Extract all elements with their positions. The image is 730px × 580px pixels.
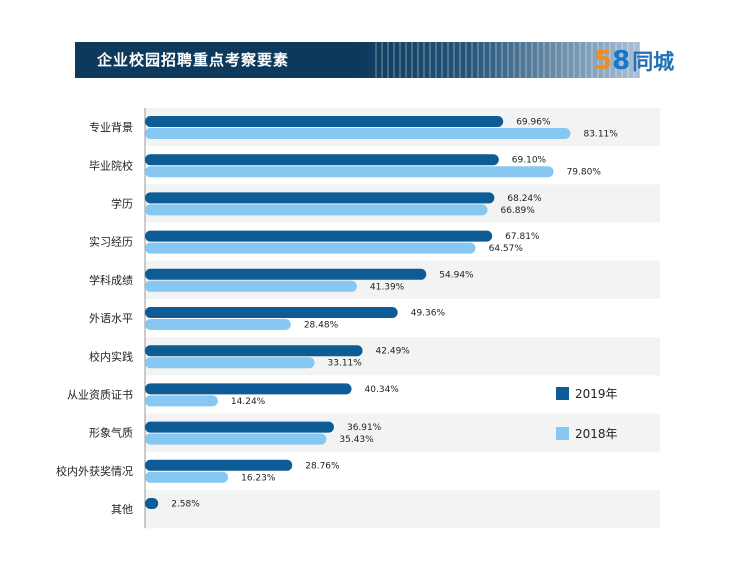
category-labels: 专业背景毕业院校学历实习经历学科成绩外语水平校内实践从业资质证书形象气质校内外获… — [56, 120, 133, 516]
row-background — [145, 299, 660, 338]
bar-series-2 — [145, 204, 488, 216]
bar-series-2 — [145, 166, 554, 178]
banner-stripes — [375, 42, 640, 78]
bar-series-2 — [145, 319, 291, 330]
bar-series-1 — [145, 192, 495, 204]
logo-name: 同城 — [632, 50, 675, 74]
legend: 2019年 2018年 — [556, 387, 618, 441]
bar-series-1 — [145, 116, 504, 127]
row-background — [145, 451, 660, 490]
bar-series-1 — [145, 268, 427, 280]
value-label: 35.43% — [339, 435, 374, 445]
bar-series-1 — [145, 345, 363, 357]
bar-series-1 — [145, 459, 293, 471]
brand-logo: 58同城 — [594, 44, 674, 78]
row-background — [145, 108, 660, 147]
value-label: 28.48% — [304, 321, 339, 331]
value-label: 28.76% — [305, 461, 340, 471]
value-label: 2.58% — [171, 500, 200, 510]
value-label: 64.57% — [489, 244, 524, 254]
category-label: 学历 — [111, 197, 133, 211]
category-label: 实习经历 — [89, 235, 133, 249]
value-label: 42.49% — [376, 347, 411, 357]
value-label: 69.10% — [512, 156, 547, 166]
value-label: 40.34% — [365, 385, 400, 395]
value-label: 83.11% — [584, 130, 619, 140]
row-background — [145, 146, 660, 185]
row-background — [145, 222, 660, 261]
category-label: 外语水平 — [89, 312, 133, 325]
bar-series-2 — [145, 357, 315, 369]
row-background — [145, 260, 660, 299]
bar-series-2 — [145, 280, 357, 292]
value-label: 41.39% — [370, 282, 405, 292]
bar-series-2 — [145, 242, 476, 254]
bar-marks — [145, 116, 571, 509]
category-label: 从业资质证书 — [67, 389, 133, 402]
bar-series-1 — [145, 421, 334, 433]
category-label: 校内外获奖情况 — [56, 464, 133, 478]
category-label: 其他 — [111, 503, 133, 516]
row-background — [145, 413, 660, 452]
category-label: 专业背景 — [89, 120, 133, 134]
bar-series-2 — [145, 128, 571, 139]
logo-digit-5: 5 — [594, 46, 613, 76]
legend-swatch — [556, 427, 569, 440]
category-label: 校内实践 — [89, 349, 133, 363]
category-label: 毕业院校 — [89, 158, 133, 172]
bar-series-1 — [145, 230, 493, 242]
bar-series-2 — [145, 395, 218, 407]
value-label: 54.94% — [439, 270, 474, 280]
value-label: 49.36% — [411, 309, 446, 319]
row-background — [145, 375, 660, 414]
value-label: 36.91% — [347, 423, 382, 433]
value-labels: 69.96% 83.11% 69.10% 79.80% 68.24% 66.89% 67.8… — [171, 118, 618, 510]
legend-label: 2018年 — [575, 427, 618, 441]
category-label: 学科成绩 — [89, 273, 133, 287]
bar-series-1 — [145, 154, 499, 166]
bar-series-1 — [145, 383, 352, 395]
bar-series-1 — [145, 307, 398, 318]
chart-title-banner: 企业校园招聘重点考察要素 — [75, 42, 640, 78]
row-background — [145, 490, 660, 529]
bar-series-2 — [145, 433, 327, 445]
category-label: 形象气质 — [89, 426, 133, 440]
value-label: 68.24% — [507, 194, 542, 204]
legend-swatch — [556, 387, 569, 400]
row-backgrounds — [145, 108, 660, 529]
value-label: 69.96% — [516, 118, 551, 128]
value-label: 16.23% — [241, 473, 276, 483]
value-label: 67.81% — [505, 232, 540, 242]
value-label: 66.89% — [500, 206, 535, 216]
legend-label: 2019年 — [575, 387, 618, 401]
value-label: 79.80% — [567, 168, 602, 178]
value-label: 33.11% — [328, 359, 363, 369]
bar-series-1 — [145, 498, 159, 509]
row-background — [145, 337, 660, 376]
logo-number: 58 — [594, 46, 630, 76]
logo-digit-8: 8 — [612, 46, 631, 76]
row-background — [145, 184, 660, 223]
value-label: 14.24% — [231, 397, 266, 407]
bar-series-2 — [145, 471, 229, 483]
chart-title: 企业校园招聘重点考察要素 — [97, 51, 290, 69]
